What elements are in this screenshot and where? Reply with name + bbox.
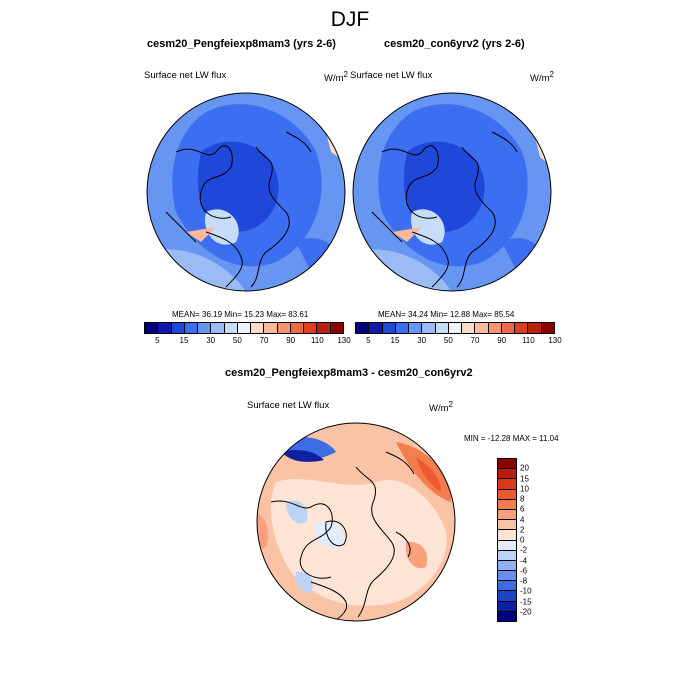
colorbar-swatch [488, 323, 502, 333]
colorbar-swatch [171, 323, 185, 333]
panel1-polar-map [146, 92, 346, 292]
colorbar-swatch [395, 323, 410, 333]
colorbar-tick-label: -4 [520, 556, 528, 565]
colorbar-tick-label: -10 [520, 586, 532, 596]
colorbar-tick-label: -2 [520, 545, 528, 555]
colorbar-swatch [498, 499, 516, 510]
colorbar-tick-label: 5 [155, 336, 160, 345]
colorbar-tick-label: 130 [337, 336, 351, 345]
colorbar-swatch [498, 469, 516, 480]
colorbar-swatch [498, 509, 516, 521]
colorbar-swatch [462, 323, 476, 333]
colorbar-swatch [145, 323, 159, 333]
colorbar-swatch [498, 459, 516, 470]
colorbar-swatch [422, 323, 436, 333]
colorbar-swatch [498, 581, 516, 592]
colorbar-swatch [330, 323, 343, 333]
colorbar-swatch [264, 323, 278, 333]
panel2-colorbar-labels: 5 15 30 50 70 90 110 130 [355, 336, 562, 348]
colorbar-swatch [237, 323, 252, 333]
diff-title: cesm20_Pengfeiexp8mam3 - cesm20_con6yrv2 [225, 367, 473, 379]
colorbar-swatch [409, 323, 423, 333]
colorbar-swatch [369, 323, 383, 333]
colorbar-tick-label: 50 [443, 336, 453, 345]
colorbar-tick-label: 90 [497, 336, 507, 345]
panel2-variable-label: Surface net LW flux [350, 70, 433, 81]
colorbar-tick-label: -6 [520, 566, 528, 576]
colorbar-tick-label: 30 [417, 336, 427, 345]
colorbar-swatch [382, 323, 396, 333]
colorbar-tick-label: 0 [520, 535, 525, 545]
colorbar-tick-label: 10 [520, 484, 529, 494]
colorbar-swatch [498, 520, 516, 531]
colorbar-swatch [290, 323, 305, 333]
colorbar-swatch [198, 323, 212, 333]
panel1-units: W/m2 [324, 70, 348, 85]
colorbar-tick-label: 130 [548, 336, 562, 345]
panel2-polar-map [352, 92, 552, 292]
colorbar-tick-label: 70 [259, 336, 269, 345]
diff-colorbar-labels: 20 15 10 8 6 4 2 0 -2 -4 -6 -8 -10 -15 -20 [520, 458, 550, 620]
colorbar-tick-label: 6 [520, 504, 525, 514]
colorbar-swatch [317, 323, 331, 333]
colorbar-swatch [498, 489, 516, 500]
diff-stats: MIN = -12.28 MAX = 11.04 [464, 434, 559, 443]
colorbar-swatch [498, 550, 516, 561]
colorbar-swatch [475, 323, 489, 333]
colorbar-swatch [211, 323, 225, 333]
colorbar-swatch [501, 323, 516, 333]
colorbar-swatch [498, 530, 516, 541]
colorbar-swatch [498, 601, 516, 612]
panel1-colorbar [144, 322, 344, 334]
colorbar-tick-label: -15 [520, 597, 532, 606]
colorbar-swatch [356, 323, 370, 333]
colorbar-tick-label: 50 [232, 336, 242, 345]
colorbar-swatch [184, 323, 199, 333]
colorbar-tick-label: 20 [520, 463, 529, 473]
panel2-units: W/m2 [530, 70, 554, 85]
colorbar-swatch [528, 323, 542, 333]
colorbar-tick-label: 110 [310, 336, 324, 345]
colorbar-tick-label: 2 [520, 525, 525, 535]
diff-polar-map [256, 422, 456, 622]
colorbar-swatch [498, 560, 516, 572]
colorbar-tick-label: 30 [206, 336, 216, 345]
colorbar-tick-label: -8 [520, 576, 528, 586]
colorbar-swatch [158, 323, 172, 333]
colorbar-tick-label: 4 [520, 515, 525, 524]
colorbar-swatch [448, 323, 463, 333]
colorbar-swatch [304, 323, 318, 333]
colorbar-tick-label: 8 [520, 494, 525, 504]
colorbar-swatch [251, 323, 265, 333]
colorbar-swatch [498, 591, 516, 602]
panel2-title: cesm20_con6yrv2 (yrs 2-6) [384, 38, 525, 50]
colorbar-tick-label: 110 [521, 336, 535, 345]
colorbar-swatch [277, 323, 291, 333]
colorbar-swatch [224, 323, 238, 333]
colorbar-tick-label: 70 [470, 336, 480, 345]
colorbar-tick-label: 15 [520, 474, 529, 483]
colorbar-swatch [498, 479, 516, 490]
colorbar-swatch [498, 611, 516, 621]
panel1-title: cesm20_Pengfeiexp8mam3 (yrs 2-6) [147, 38, 336, 50]
diff-colorbar [497, 458, 517, 622]
colorbar-swatch [498, 571, 516, 582]
colorbar-tick-label: 5 [366, 336, 371, 345]
colorbar-tick-label: -20 [520, 607, 532, 617]
colorbar-swatch [515, 323, 529, 333]
panel2-stats: MEAN= 34.24 Min= 12.88 Max= 85.54 [378, 310, 515, 319]
panel1-variable-label: Surface net LW flux [144, 70, 227, 81]
colorbar-tick-label: 15 [390, 336, 400, 345]
diff-units: W/m2 [429, 400, 453, 415]
colorbar-swatch [498, 540, 516, 551]
panel1-colorbar-labels: 5 15 30 50 70 90 110 130 [144, 336, 351, 348]
colorbar-swatch [541, 323, 554, 333]
figure-title: DJF [330, 8, 370, 31]
panel2-colorbar [355, 322, 555, 334]
panel1-stats: MEAN= 36.19 Min= 15.23 Max= 83.61 [172, 310, 309, 319]
colorbar-tick-label: 15 [179, 336, 189, 345]
colorbar-tick-label: 90 [286, 336, 296, 345]
diff-variable-label: Surface net LW flux [247, 400, 330, 411]
colorbar-swatch [435, 323, 449, 333]
